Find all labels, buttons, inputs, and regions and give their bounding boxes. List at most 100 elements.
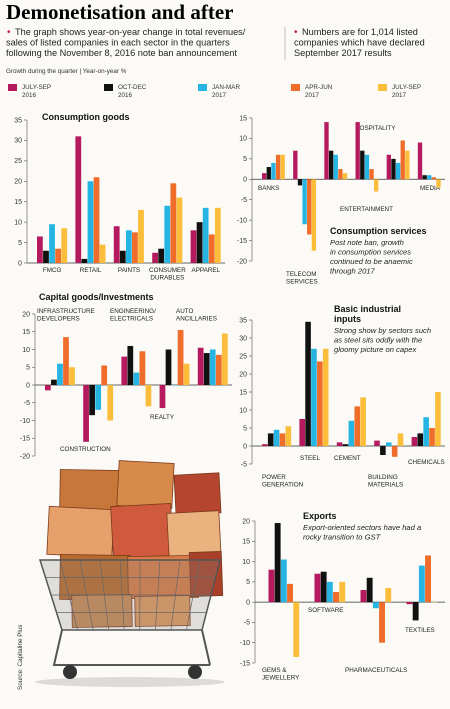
bar — [203, 208, 209, 263]
y-tick-label: 30 — [14, 138, 22, 145]
bar — [373, 602, 379, 608]
bar — [419, 566, 425, 603]
bar — [51, 380, 57, 385]
bar — [280, 433, 286, 446]
note-left-line-3: following the November 8, 2016 note ban … — [6, 48, 237, 58]
annotation-text: gloomy picture on capex — [334, 345, 418, 354]
y-tick-label: -5 — [24, 400, 30, 407]
bar — [356, 122, 360, 179]
y-tick-label: -10 — [20, 418, 30, 425]
bar — [380, 446, 386, 455]
category-label: FMCG — [43, 267, 62, 274]
bar — [166, 350, 172, 386]
bar — [83, 385, 89, 442]
bar — [412, 437, 418, 446]
bar — [198, 348, 204, 385]
legend-label: 2016 — [118, 92, 133, 99]
bar — [425, 555, 431, 602]
bar — [100, 245, 106, 263]
bar — [45, 385, 51, 390]
bar — [302, 179, 306, 224]
shopping-cart-illustration — [35, 461, 225, 687]
bar — [343, 444, 349, 446]
bar — [396, 163, 400, 179]
bar — [152, 253, 158, 263]
bar — [81, 259, 87, 263]
y-tick-label: -20 — [237, 258, 247, 265]
category-label: CONSUMER — [149, 267, 186, 274]
bar — [286, 426, 292, 446]
bar — [432, 177, 436, 179]
cart-frame — [54, 630, 210, 665]
bar — [274, 430, 280, 446]
bar — [69, 367, 75, 385]
bar — [95, 385, 101, 410]
annotation-text: Export-oriented sectors have had a — [303, 523, 421, 532]
bar — [61, 228, 67, 263]
gift-box — [60, 469, 121, 510]
category-label: CHEMICALS — [408, 459, 445, 466]
legend-label: JAN-MAR — [212, 84, 240, 91]
y-tick-label: -5 — [244, 620, 250, 627]
category-label: GENERATION — [262, 482, 304, 489]
note-right-line-3: September 2017 results — [294, 48, 392, 58]
bar — [204, 353, 210, 385]
bar — [361, 590, 367, 602]
bar — [55, 249, 61, 263]
bar — [337, 442, 343, 446]
bar — [369, 169, 373, 179]
source-note: Source: Capitaline Plus — [17, 625, 24, 690]
bar — [216, 355, 222, 385]
bar — [339, 582, 345, 602]
bar — [435, 392, 441, 446]
bar — [324, 122, 328, 179]
category-label: ENGINEERING/ — [110, 308, 156, 315]
bar — [405, 151, 409, 180]
y-tick-label: 5 — [243, 156, 247, 163]
note-right: • Numbers are for 1,014 listed companies… — [294, 27, 425, 58]
gift-box — [111, 503, 174, 558]
legend: JULY-SEP2016OCT-DEC2016JAN-MAR2017APR-JU… — [8, 84, 421, 99]
y-tick-label: -20 — [20, 453, 30, 460]
y-tick-label: 20 — [239, 371, 247, 378]
y-tick-label: -15 — [240, 660, 250, 667]
chart-title: Consumption goods — [42, 112, 130, 122]
category-label: SOFTWARE — [308, 607, 343, 614]
bar — [262, 444, 268, 446]
annotation-text: through 2017 — [330, 267, 376, 276]
y-tick-label: -15 — [20, 436, 30, 443]
category-label: TELECOM — [286, 271, 316, 278]
bar — [177, 198, 183, 263]
bar — [398, 433, 404, 446]
y-tick-label: 10 — [239, 407, 247, 414]
bar — [401, 140, 405, 179]
y-tick-label: 10 — [239, 136, 247, 143]
bar — [209, 234, 215, 263]
bar — [89, 385, 95, 415]
y-tick-label: 15 — [22, 329, 30, 336]
bar — [333, 592, 339, 602]
bar — [267, 167, 271, 179]
page-title: Demonetisation and after — [6, 0, 233, 24]
bar — [299, 419, 305, 446]
legend-swatch — [291, 84, 300, 91]
bar — [269, 570, 275, 602]
bar — [312, 179, 316, 251]
bar — [101, 365, 107, 385]
bar — [360, 151, 364, 180]
cart-shadow — [35, 677, 225, 687]
bar — [436, 179, 440, 187]
bar — [423, 417, 429, 446]
bar — [132, 232, 138, 263]
note-left-line-2: sales of listed companies in each sector… — [6, 38, 230, 48]
bar — [178, 330, 184, 385]
y-tick-label: 20 — [22, 311, 30, 318]
bar — [138, 210, 144, 263]
annotation-text: in consumption services — [330, 248, 411, 257]
bar — [164, 206, 170, 263]
bar — [120, 251, 126, 263]
annotation-text: Strong show by sectors such — [334, 326, 431, 335]
bar — [75, 136, 81, 263]
gift-box — [174, 473, 221, 515]
